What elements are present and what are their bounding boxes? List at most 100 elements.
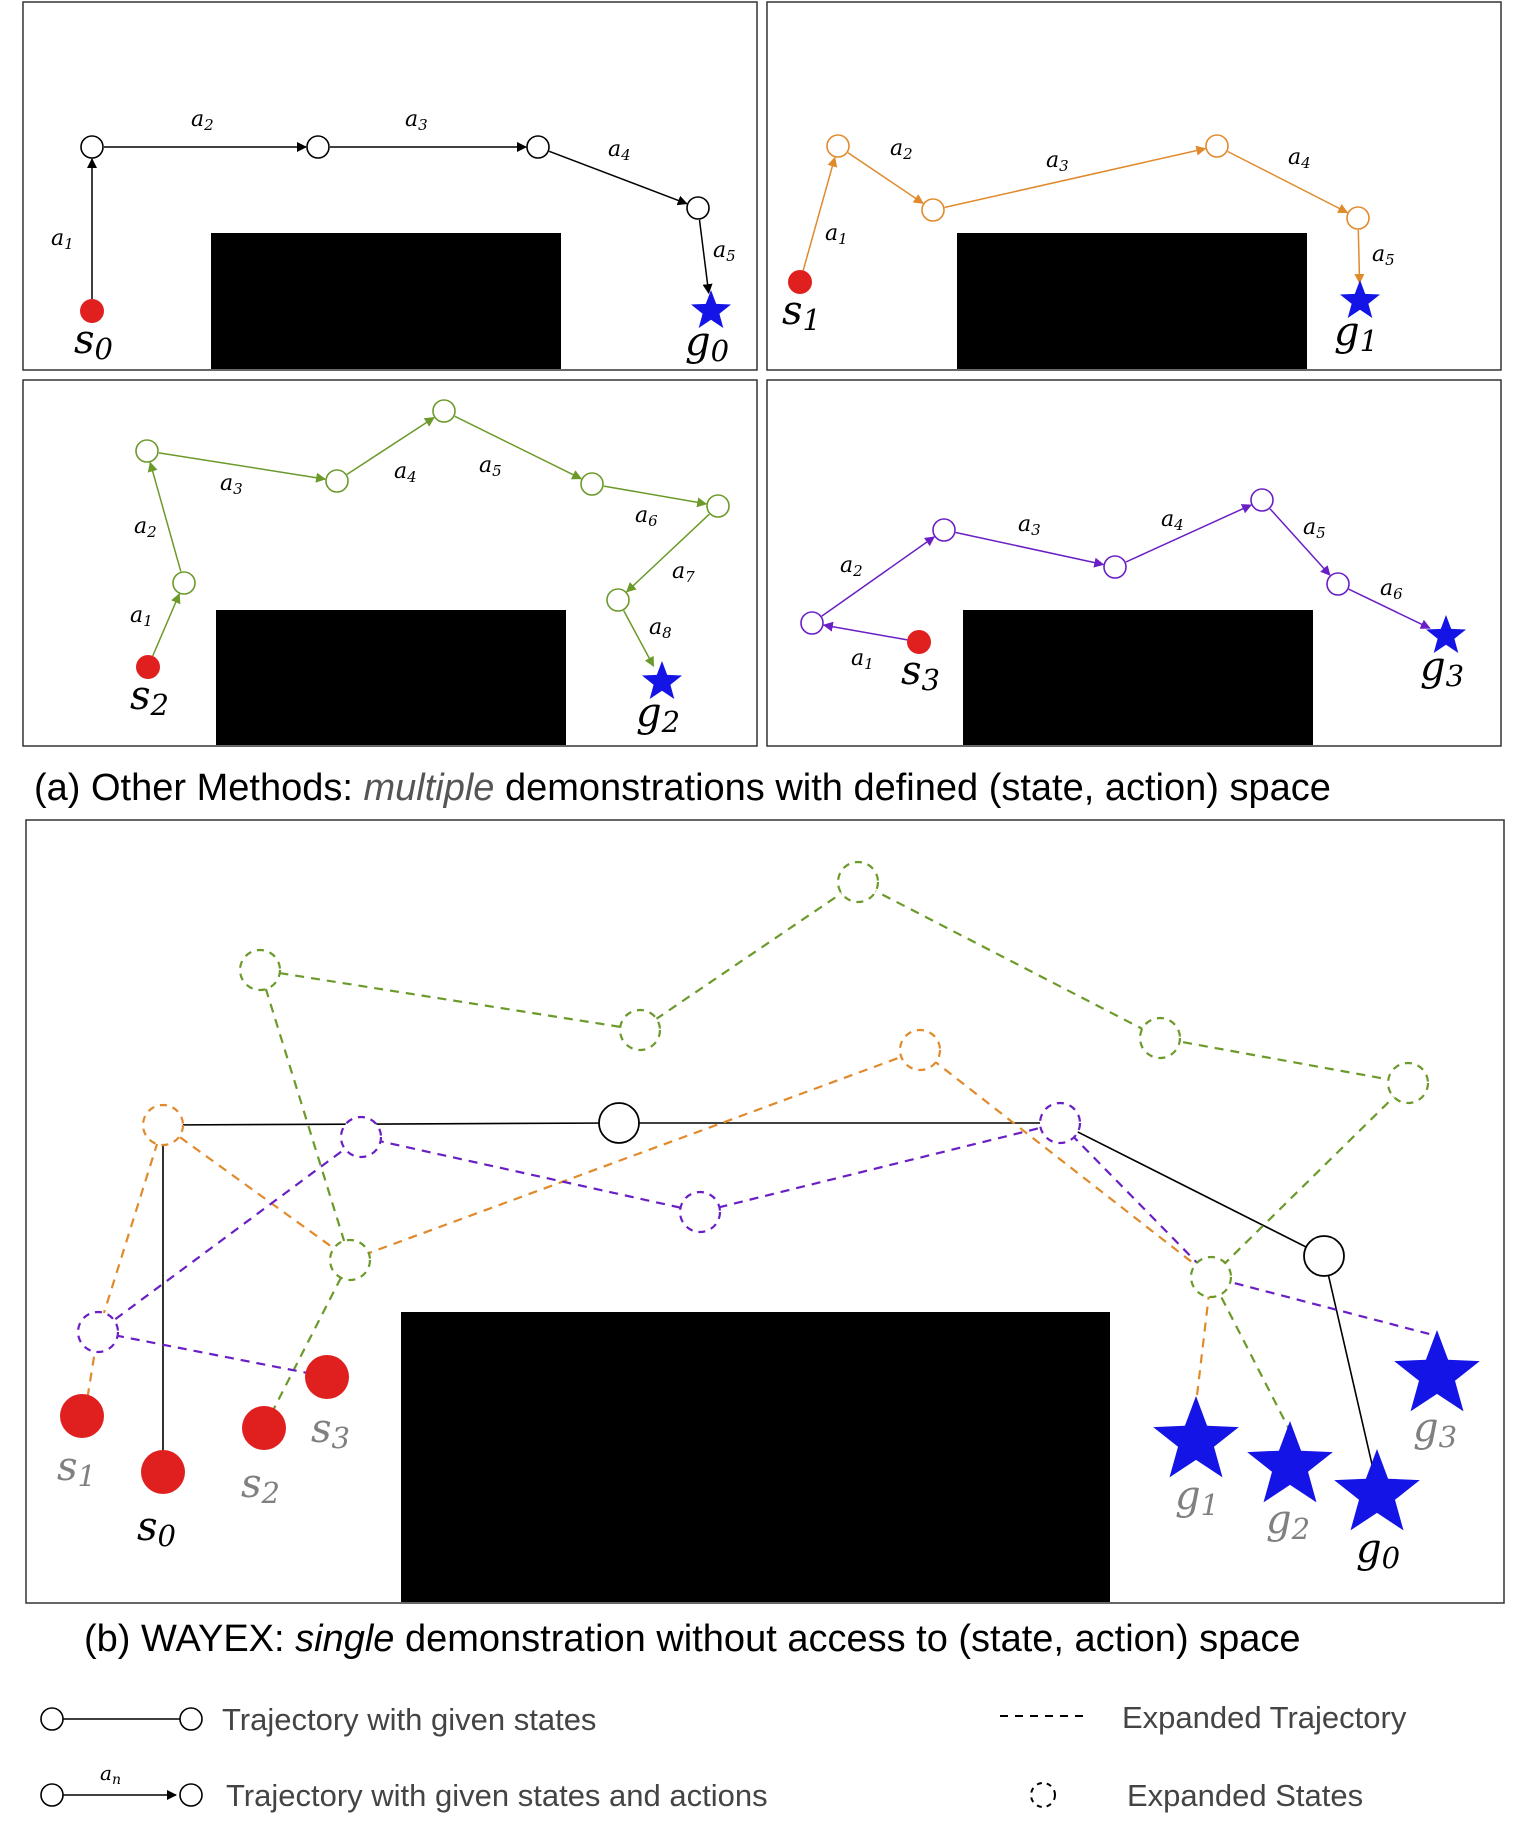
action-label: a6: [635, 503, 658, 530]
legend-expanded-trajectory-label: Expanded Trajectory: [1122, 1700, 1407, 1735]
goal-star-icon-1: [1153, 1396, 1239, 1478]
goal-label-0: g0: [1356, 1526, 1400, 1575]
given-trajectory-s0: [162, 1122, 1378, 1487]
goal-star-icon: [691, 290, 731, 328]
action-label: a3: [1018, 512, 1041, 539]
action-label: a2: [840, 553, 863, 580]
legend-action-symbol: an: [100, 1761, 121, 1788]
expanded-state: [898, 1028, 942, 1072]
action-label: a5: [1303, 515, 1326, 542]
action-arrow: [147, 461, 182, 572]
legend-state-circle: [40, 1707, 64, 1731]
action-arrow: [1354, 229, 1365, 284]
action-label: a3: [1046, 148, 1069, 175]
action-label: a7: [672, 559, 695, 586]
action-arrow: [698, 219, 713, 295]
expanded-state: [1386, 1061, 1430, 1105]
action-arrow: [623, 610, 655, 667]
panel-s3-g3: a1 a2 a3 a4 a5 a6 s3 g3: [800, 488, 1466, 697]
obstacle: [963, 610, 1313, 745]
panel-frame-s3: [766, 379, 1502, 747]
start-label-3: s3: [311, 1406, 350, 1455]
goal-label-1: g1: [1175, 1473, 1219, 1522]
state-node: [306, 135, 330, 159]
start-label-0: s0: [137, 1504, 176, 1553]
state-node: [1250, 488, 1274, 512]
goal-label: g2: [636, 690, 680, 739]
state-node: [325, 469, 349, 493]
combined-frame: [25, 819, 1505, 1604]
legend-state-circle: [40, 1783, 64, 1807]
action-label: a2: [191, 107, 214, 134]
start-state: [907, 630, 931, 654]
state-node: [580, 472, 604, 496]
goal-star-icon: [1340, 280, 1380, 318]
start-label: s2: [130, 673, 169, 722]
action-label: a5: [479, 453, 502, 480]
state-node: [706, 494, 730, 518]
expanded-state: [76, 1310, 120, 1354]
panel-s0-g0: a1 a2 a3 a4 a5 s0 g0: [51, 107, 736, 368]
action-arrow: [603, 485, 708, 508]
expanded-state: [618, 1008, 662, 1052]
action-arrow: [847, 152, 924, 204]
legend-state-circle: [179, 1783, 203, 1807]
action-label: a4: [608, 137, 631, 164]
state-node: [1326, 572, 1350, 596]
action-label: a2: [890, 136, 913, 163]
action-arrow: [1227, 150, 1349, 214]
start-state-3: [305, 1355, 349, 1399]
action-label: a4: [394, 459, 417, 486]
action-label: a3: [220, 471, 243, 498]
action-label: a1: [51, 226, 74, 253]
action-label: a3: [405, 107, 428, 134]
action-label: a2: [134, 514, 157, 541]
action-label: a1: [130, 603, 153, 630]
expanded-state: [1189, 1255, 1233, 1299]
action-arrow: [152, 593, 181, 657]
action-arrow: [1269, 508, 1331, 576]
given-state: [598, 1102, 640, 1144]
legend-given-states-label: Trajectory with given states: [222, 1702, 596, 1737]
state-node: [1346, 206, 1370, 230]
action-arrow: [802, 156, 838, 271]
goal-label-2: g2: [1266, 1497, 1310, 1546]
action-label: a1: [851, 646, 874, 673]
start-label: s3: [901, 648, 940, 697]
obstacle: [957, 233, 1307, 369]
panel-s2-g2: a1 a2 a3 a4 a5 a6 a7 a8 s2 g2: [130, 399, 730, 739]
action-label: a5: [1372, 242, 1395, 269]
panel-frame-s0: [22, 1, 758, 371]
state-node: [80, 135, 104, 159]
state-node: [921, 198, 945, 222]
action-label: a1: [825, 221, 848, 248]
panel-s1-g1: a1 a2 a3 a4 a5 s1 g1: [782, 134, 1395, 358]
action-arrow: [346, 416, 435, 476]
obstacle: [401, 1312, 1110, 1602]
state-node: [526, 135, 550, 159]
expanded-state: [1138, 1016, 1182, 1060]
state-node: [1103, 555, 1127, 579]
start-state: [80, 299, 104, 323]
start-state-2: [242, 1406, 286, 1450]
start-label: s0: [74, 317, 113, 366]
goal-star-icon-3: [1394, 1330, 1480, 1412]
expanded-state: [328, 1238, 372, 1282]
action-label: a4: [1161, 507, 1184, 534]
state-node: [932, 518, 956, 542]
start-state: [788, 270, 812, 294]
obstacle: [211, 233, 561, 369]
action-label: a6: [1380, 576, 1403, 603]
action-arrow: [158, 452, 327, 483]
state-node: [686, 196, 710, 220]
goal-label: g3: [1420, 644, 1464, 693]
action-arrow: [955, 531, 1105, 568]
caption-a: (a) Other Methods: multiple demonstratio…: [34, 767, 1331, 809]
caption-b: (b) WAYEX: single demonstration without …: [84, 1618, 1301, 1660]
state-node: [826, 134, 850, 158]
expanded-state: [836, 860, 880, 904]
obstacle: [216, 610, 566, 745]
goal-label: g1: [1334, 309, 1378, 358]
action-arrow: [944, 145, 1207, 209]
